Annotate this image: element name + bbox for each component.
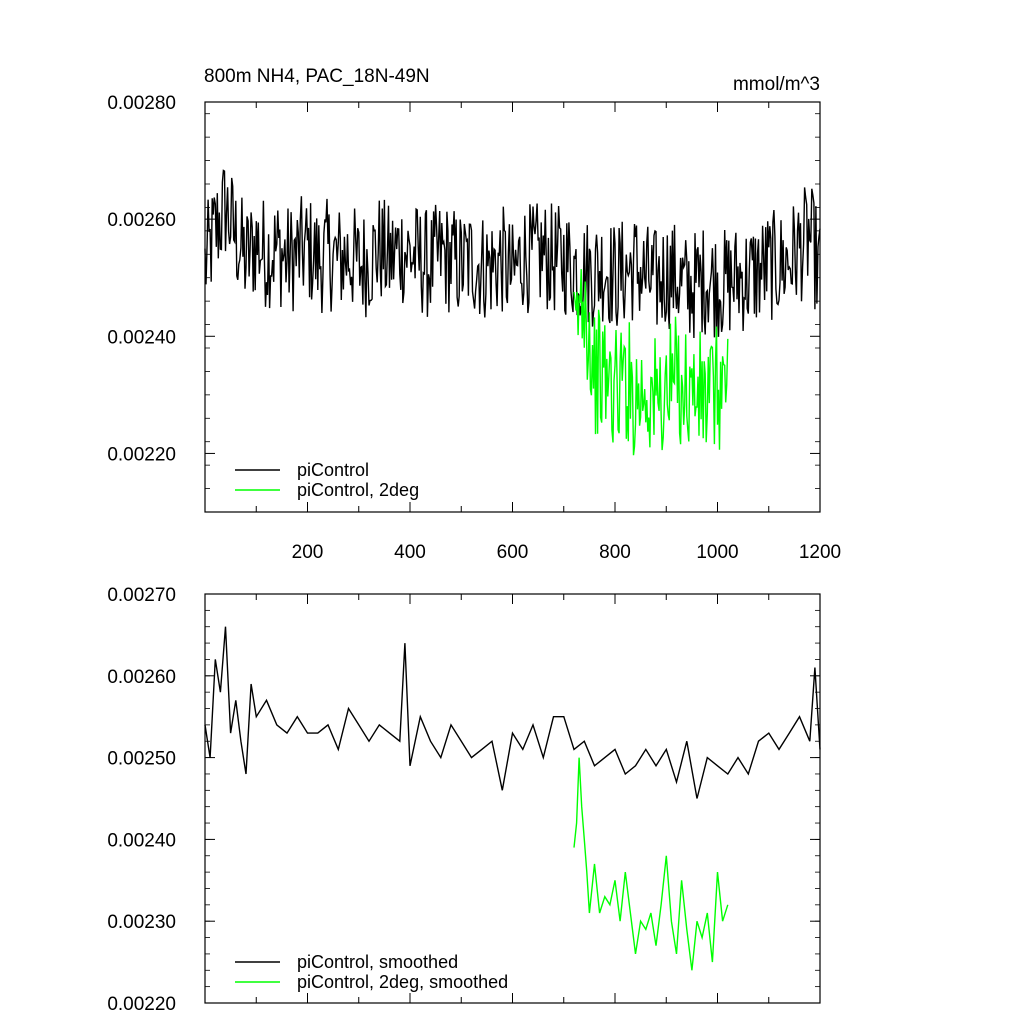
units-label: mmol/m^3 (733, 74, 820, 95)
legend-label: piControl, smoothed (297, 952, 458, 972)
bottom-chart: 0.00220 0.00230 0.00240 0.00250 0.00260 0.002… (107, 585, 821, 1015)
y-tick-label: 0.00240 (107, 830, 176, 851)
legend-label: piControl (297, 460, 369, 480)
y-tick-label: 0.00250 (107, 749, 176, 770)
x-tick-label: 800 (599, 542, 631, 563)
series-line-picontrol (204, 626, 821, 799)
series-line-picontrol-2deg (573, 269, 729, 456)
plot-frame (204, 593, 821, 1004)
series-line-picontrol (204, 169, 821, 339)
x-tick-label: 400 (394, 542, 426, 563)
y-tick-label: 0.00230 (107, 912, 176, 933)
x-tick-label: 1000 (696, 542, 738, 563)
chart-title: 800m NH4, PAC_18N-49N (204, 66, 430, 87)
x-tick-label: 200 (292, 542, 324, 563)
y-tick-label: 0.00280 (107, 93, 176, 114)
y-tick-label: 0.00220 (107, 994, 176, 1015)
legend-label: piControl, 2deg, smoothed (297, 972, 508, 992)
y-tick-label: 0.00270 (107, 585, 176, 606)
y-tick-label: 0.00260 (107, 667, 176, 688)
top-chart: 0.00220 0.00240 0.00260 0.00280 200 400 600 800… (107, 93, 841, 563)
x-tick-label: 600 (497, 542, 529, 563)
x-tick-label: 1200 (799, 542, 841, 563)
y-tick-label: 0.00240 (107, 327, 176, 348)
series-line-picontrol-2deg (573, 757, 729, 971)
y-tick-label: 0.00220 (107, 444, 176, 465)
y-tick-label: 0.00260 (107, 210, 176, 231)
plot-frame (204, 101, 821, 513)
legend-label: piControl, 2deg (297, 480, 419, 500)
